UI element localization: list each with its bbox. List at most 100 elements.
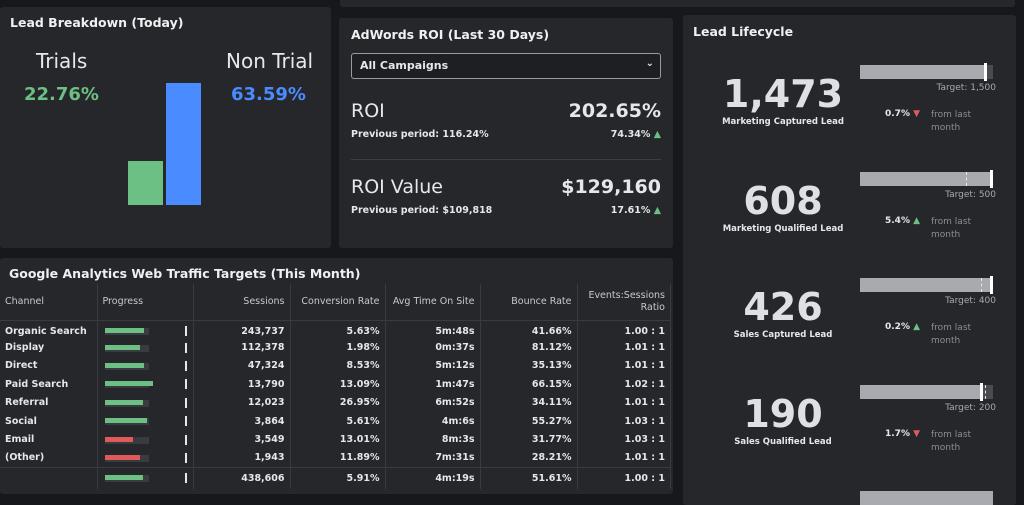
lifecycle-change: 1.7% ▼ — [885, 429, 920, 439]
cell-bounce-rate: 35.13% — [480, 356, 578, 376]
progress-fill — [104, 418, 147, 424]
roi-value-amount: $129,160 — [561, 176, 661, 198]
roi-value-change-value: 17.61% — [610, 205, 651, 216]
roi-value-change: 17.61% ▲ — [611, 205, 661, 216]
lifecycle-target: Target: 200 — [945, 402, 996, 413]
cell-channel: Social — [0, 411, 98, 431]
cell-conversion-rate: 5.91% — [290, 466, 386, 490]
lifecycle-progress-fill — [860, 171, 993, 186]
cell-conversion-rate: 5.63% — [290, 320, 386, 339]
cell-events-ratio: 1.01 : 1 — [577, 448, 671, 468]
cell-bounce-rate: 34.11% — [480, 393, 578, 412]
progress-fill — [104, 362, 145, 368]
value-marker — [990, 276, 993, 294]
lifecycle-item: 1,473 Marketing Captured Lead Target: 1,… — [683, 63, 1016, 171]
table-total-row: 438,606 5.91% 4m:19s 51.61% 1.00 : 1 — [0, 466, 671, 490]
nontrial-percent: 63.59% — [231, 84, 306, 105]
cell-events-ratio: 1.03 : 1 — [577, 411, 671, 431]
cell-conversion-rate: 5.61% — [290, 411, 386, 431]
cell-avg-time: 4m:6s — [385, 411, 481, 431]
cell-bounce-rate: 31.77% — [480, 430, 578, 449]
panel-title: Google Analytics Web Traffic Targets (Th… — [9, 266, 361, 281]
lifecycle-target: Target: 1,500 — [936, 83, 996, 93]
cell-progress — [97, 411, 194, 431]
chevron-down-icon: ⌄ — [645, 58, 654, 69]
cell-channel: Organic Search — [0, 320, 98, 339]
progress-fill — [104, 454, 140, 460]
panel-title: Lead Lifecycle — [693, 24, 794, 39]
table-row: Referral 12,023 26.95% 6m:52s 34.11% 1.0… — [0, 393, 671, 412]
cell-conversion-rate: 13.09% — [290, 375, 386, 394]
divider — [351, 159, 661, 160]
progress-fill — [104, 436, 134, 442]
value-marker — [979, 382, 983, 401]
cell-sessions: 47,324 — [193, 356, 291, 376]
target-marker — [184, 360, 187, 371]
triangle-down-icon: ▼ — [913, 428, 921, 439]
cell-avg-time: 5m:12s — [385, 356, 481, 376]
cell-channel: Direct — [0, 356, 98, 376]
lifecycle-progress-fill — [860, 278, 993, 292]
col-avg-time: Avg Time On Site — [385, 284, 481, 321]
lifecycle-progress-fill — [860, 384, 983, 399]
lifecycle-item: 426 Sales Captured Lead Target: 400 0.2%… — [683, 276, 1016, 384]
cell-events-ratio: 1.03 : 1 — [577, 430, 671, 449]
triangle-up-icon: ▲ — [653, 129, 661, 140]
cell-conversion-rate: 26.95% — [290, 393, 386, 412]
lifecycle-label: Marketing Captured Lead — [722, 117, 844, 127]
table-row: (Other) 1,943 11.89% 7m:31s 28.21% 1.01 … — [0, 448, 671, 468]
progress-fill — [104, 328, 145, 334]
cell-conversion-rate: 8.53% — [290, 356, 386, 376]
progress-fill — [104, 381, 153, 387]
lifecycle-target: Target: 500 — [945, 189, 996, 200]
table-row: Direct 47,324 8.53% 5m:12s 35.13% 1.01 :… — [0, 356, 671, 376]
roi-change: 74.34% ▲ — [611, 129, 661, 140]
target-marker — [981, 278, 983, 292]
lifecycle-label: Sales Captured Lead — [733, 330, 833, 340]
cell-bounce-rate: 28.21% — [480, 448, 578, 468]
cell-events-ratio: 1.02 : 1 — [577, 375, 671, 394]
lifecycle-change: 0.7% ▼ — [885, 109, 920, 119]
lifecycle-progress-bar — [860, 382, 993, 401]
cell-avg-time: 5m:48s — [385, 320, 481, 339]
table-row: Social 3,864 5.61% 4m:6s 55.27% 1.03 : 1 — [0, 411, 671, 431]
cell-bounce-rate: 66.15% — [480, 375, 578, 394]
progress-fill — [104, 399, 144, 405]
lifecycle-progress-bar — [860, 276, 993, 294]
trials-bar — [128, 161, 163, 205]
cell-avg-time: 7m:31s — [385, 448, 481, 468]
cell-sessions: 438,606 — [193, 466, 291, 490]
roi-previous: Previous period: 116.24% — [351, 129, 489, 140]
target-marker — [184, 342, 187, 353]
cell-conversion-rate: 13.01% — [290, 430, 386, 449]
campaign-select[interactable]: All Campaigns ⌄ — [351, 53, 661, 79]
lifecycle-from-text: from last month — [931, 323, 972, 346]
traffic-targets-panel: Google Analytics Web Traffic Targets (Th… — [0, 258, 673, 494]
lifecycle-from-text: from last month — [931, 429, 972, 453]
cell-progress — [97, 430, 194, 449]
cell-conversion-rate: 1.98% — [290, 338, 386, 357]
lifecycle-item: 190 Sales Qualified Lead Target: 200 1.7… — [683, 382, 1016, 491]
triangle-down-icon: ▼ — [913, 109, 921, 119]
cell-sessions: 12,023 — [193, 393, 291, 412]
nontrial-bar — [166, 82, 201, 205]
triangle-up-icon: ▲ — [653, 205, 661, 216]
lifecycle-value: 608 — [743, 178, 823, 223]
roi-value: 202.65% — [568, 100, 661, 122]
cell-channel — [0, 466, 98, 490]
cell-sessions: 1,943 — [193, 448, 291, 468]
lead-lifecycle-panel: Lead Lifecycle 1,473 Marketing Captured … — [683, 15, 1016, 505]
cell-channel: Display — [0, 338, 98, 357]
target-marker — [184, 379, 187, 390]
lifecycle-change-value: 0.2% — [885, 322, 910, 332]
cell-avg-time: 4m:19s — [385, 466, 481, 490]
panel-title: Lead Breakdown (Today) — [10, 15, 184, 30]
cell-bounce-rate: 51.61% — [480, 466, 578, 490]
lifecycle-value: 1,473 — [722, 72, 844, 116]
lifecycle-label: Sales Qualified Lead — [734, 436, 832, 447]
cell-channel: Referral — [0, 393, 98, 412]
cell-channel: Paid Search — [0, 375, 98, 394]
triangle-up-icon: ▲ — [913, 322, 921, 332]
partial-progress-bar — [860, 491, 993, 505]
table-row: Display 112,378 1.98% 0m:37s 81.12% 1.01… — [0, 338, 671, 357]
